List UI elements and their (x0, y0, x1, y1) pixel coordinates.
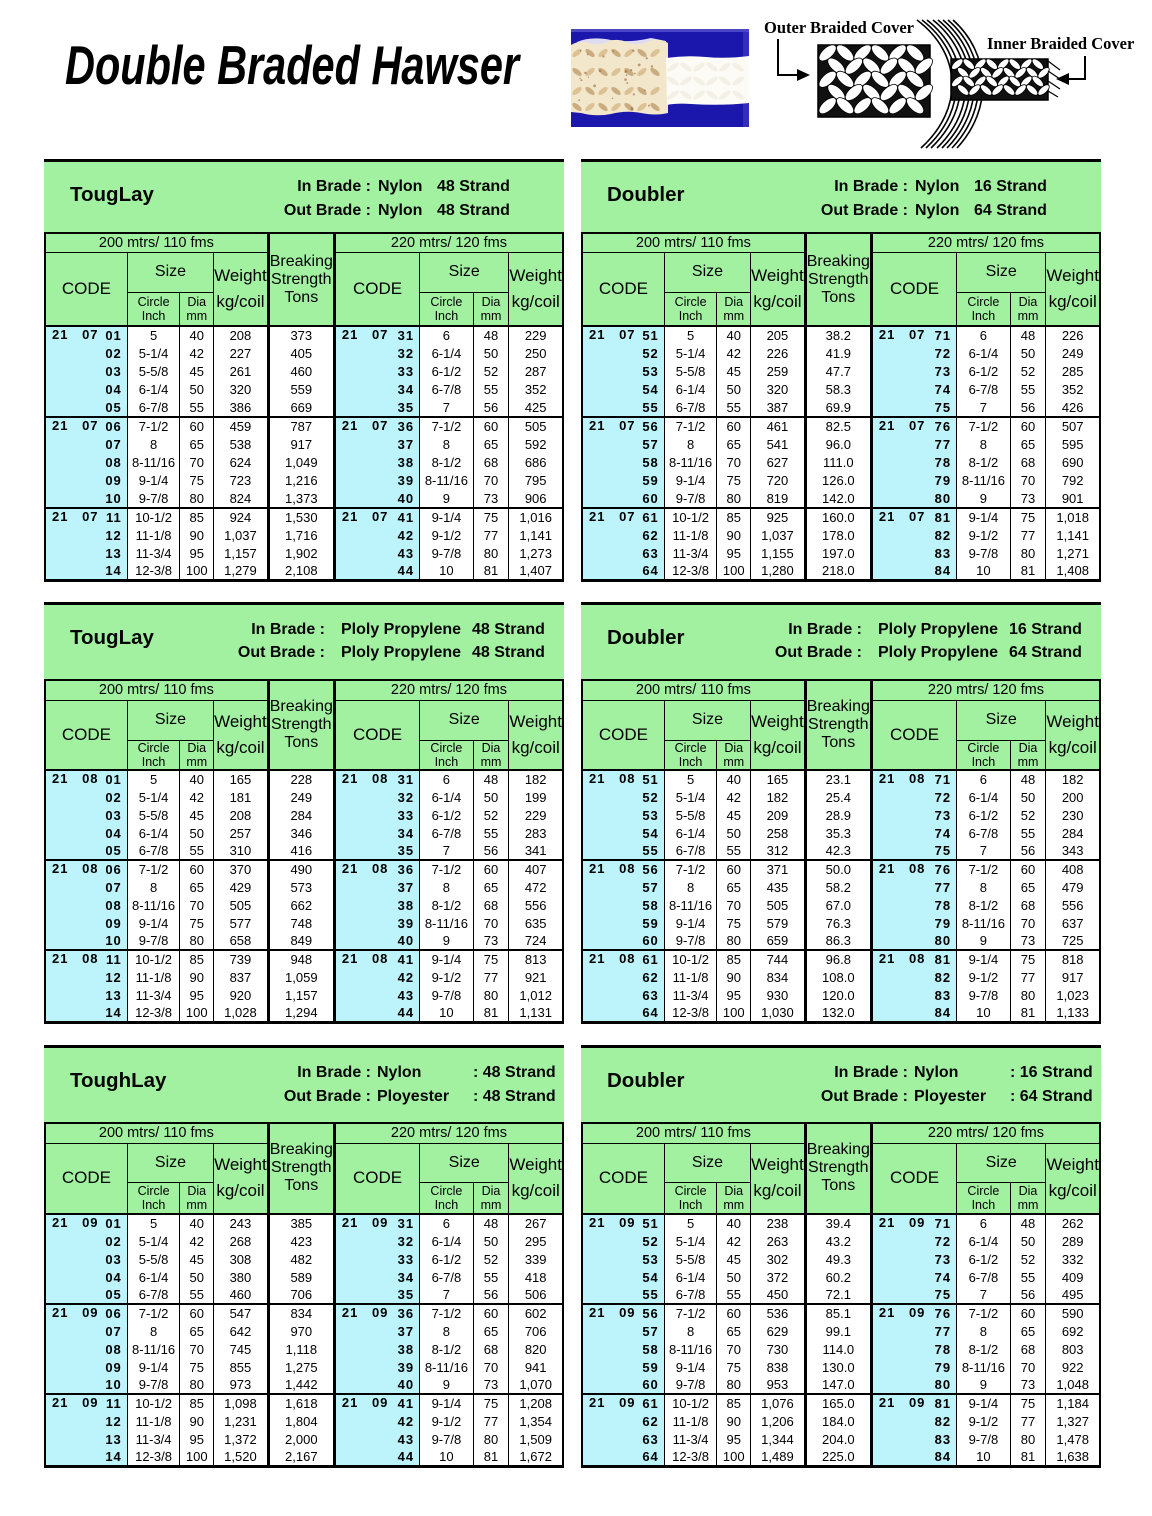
svg-text:Outer Braided Cover: Outer Braided Cover (764, 18, 914, 37)
svg-text:Inner Braided Cover: Inner Braided Cover (987, 34, 1134, 53)
